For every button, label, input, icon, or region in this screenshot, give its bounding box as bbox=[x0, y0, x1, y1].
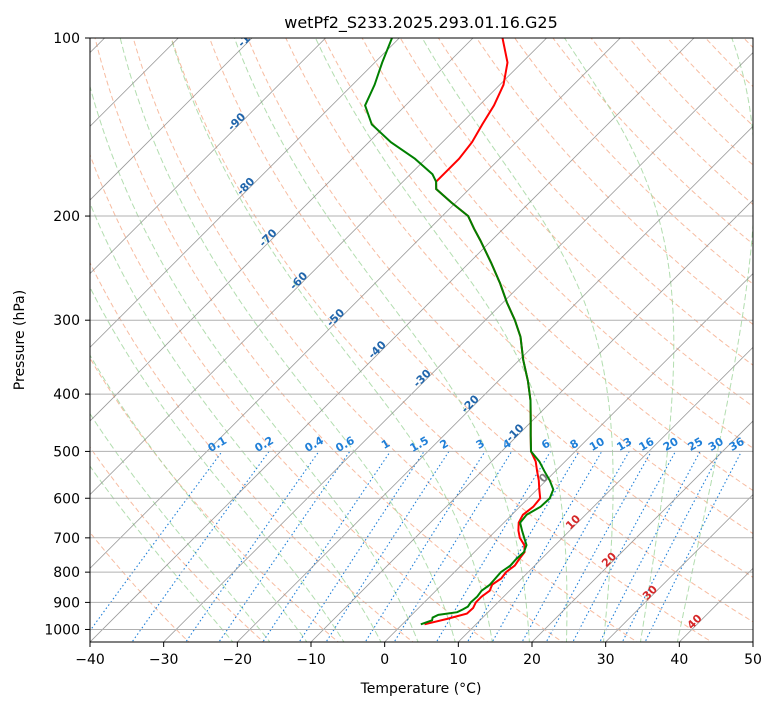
isotherm bbox=[457, 346, 753, 642]
mixing-ratio-line bbox=[131, 451, 270, 642]
dry-adiabat bbox=[285, 38, 753, 535]
mixing-ratio-line bbox=[298, 451, 425, 642]
isotherm bbox=[90, 38, 474, 422]
moist-adiabat bbox=[119, 38, 456, 642]
plot-frame bbox=[89, 37, 754, 643]
mixing-ratio-line bbox=[262, 451, 391, 642]
x-tick-label: −40 bbox=[75, 652, 105, 668]
moist-adiabat bbox=[676, 38, 753, 642]
y-tick-label: 200 bbox=[53, 209, 80, 225]
mixing-ratio-line bbox=[466, 451, 580, 642]
x-tick-label: 30 bbox=[597, 652, 615, 668]
mixing-ratio-line bbox=[185, 451, 320, 642]
dry-adiabat bbox=[437, 38, 753, 366]
plot-area-background bbox=[90, 38, 753, 642]
mixing-ratio-line bbox=[218, 451, 351, 642]
x-tick-label: −30 bbox=[149, 652, 179, 668]
profile-lines bbox=[364, 38, 555, 626]
y-tick-label: 900 bbox=[53, 595, 80, 611]
moist-adiabat bbox=[315, 38, 568, 642]
isotherm bbox=[90, 38, 327, 275]
isotherm bbox=[90, 38, 253, 201]
mixing-ratio-line bbox=[364, 451, 486, 642]
mixing-ratio-line bbox=[90, 451, 223, 632]
dry-adiabat-label: -100 bbox=[235, 21, 264, 50]
isotherm bbox=[310, 199, 753, 642]
chart-title: wetPf2_S233.2025.293.01.16.G25 bbox=[284, 13, 558, 33]
mixing-ratio-line bbox=[325, 451, 450, 642]
y-tick-label: 600 bbox=[53, 491, 80, 507]
isotherm bbox=[90, 38, 695, 642]
y-tick-label: 100 bbox=[53, 31, 80, 47]
y-tick-label: 1000 bbox=[44, 622, 80, 638]
x-tick-label: −10 bbox=[296, 652, 326, 668]
x-tick-label: 40 bbox=[670, 652, 688, 668]
moist-adiabat bbox=[564, 38, 675, 642]
dry-adiabat bbox=[361, 38, 753, 449]
x-tick-label: 50 bbox=[744, 652, 762, 668]
x-tick-label: −20 bbox=[223, 652, 253, 668]
x-axis-ticks: −40 −30 −20 −10 0 10 20 30 40 50 bbox=[75, 642, 762, 668]
x-tick-label: 20 bbox=[523, 652, 541, 668]
isotherm bbox=[531, 420, 753, 642]
isotherm bbox=[90, 38, 621, 569]
y-tick-label: 400 bbox=[53, 387, 80, 403]
y-tick-label: 700 bbox=[53, 531, 80, 547]
mixing-ratio-line bbox=[599, 451, 701, 642]
isotherm bbox=[605, 494, 753, 642]
moist-adiabat bbox=[421, 38, 614, 642]
y-axis-ticks: 100 200 300 400 500 600 700 800 900 1000 bbox=[44, 31, 90, 638]
isotherm bbox=[236, 125, 753, 642]
moist-adiabat bbox=[90, 354, 308, 642]
dry-adiabat bbox=[170, 38, 713, 642]
dry-adiabat bbox=[247, 38, 753, 578]
mixing-ratio-line bbox=[435, 451, 552, 642]
mixing-ratio-line bbox=[621, 451, 722, 642]
isotherm bbox=[163, 52, 753, 642]
x-tick-label: 10 bbox=[449, 652, 467, 668]
y-tick-label: 500 bbox=[53, 444, 80, 460]
moist-adiabat bbox=[170, 38, 493, 642]
gridlines bbox=[90, 38, 753, 642]
isotherm bbox=[384, 273, 753, 642]
mixing-ratio-line bbox=[572, 451, 676, 642]
y-tick-label: 300 bbox=[53, 313, 80, 329]
dry-adiabat bbox=[90, 153, 489, 642]
x-axis-title: Temperature (°C) bbox=[360, 681, 482, 697]
isotherm bbox=[90, 38, 548, 496]
mixing-ratio-line bbox=[393, 451, 513, 642]
y-axis-title: Pressure (hPa) bbox=[12, 290, 28, 390]
x-tick-label: 0 bbox=[380, 652, 389, 668]
isotherm bbox=[90, 38, 400, 348]
mixing-ratio-line bbox=[545, 451, 652, 642]
y-tick-label: 800 bbox=[53, 565, 80, 581]
dewpoint-profile-line bbox=[364, 38, 555, 626]
